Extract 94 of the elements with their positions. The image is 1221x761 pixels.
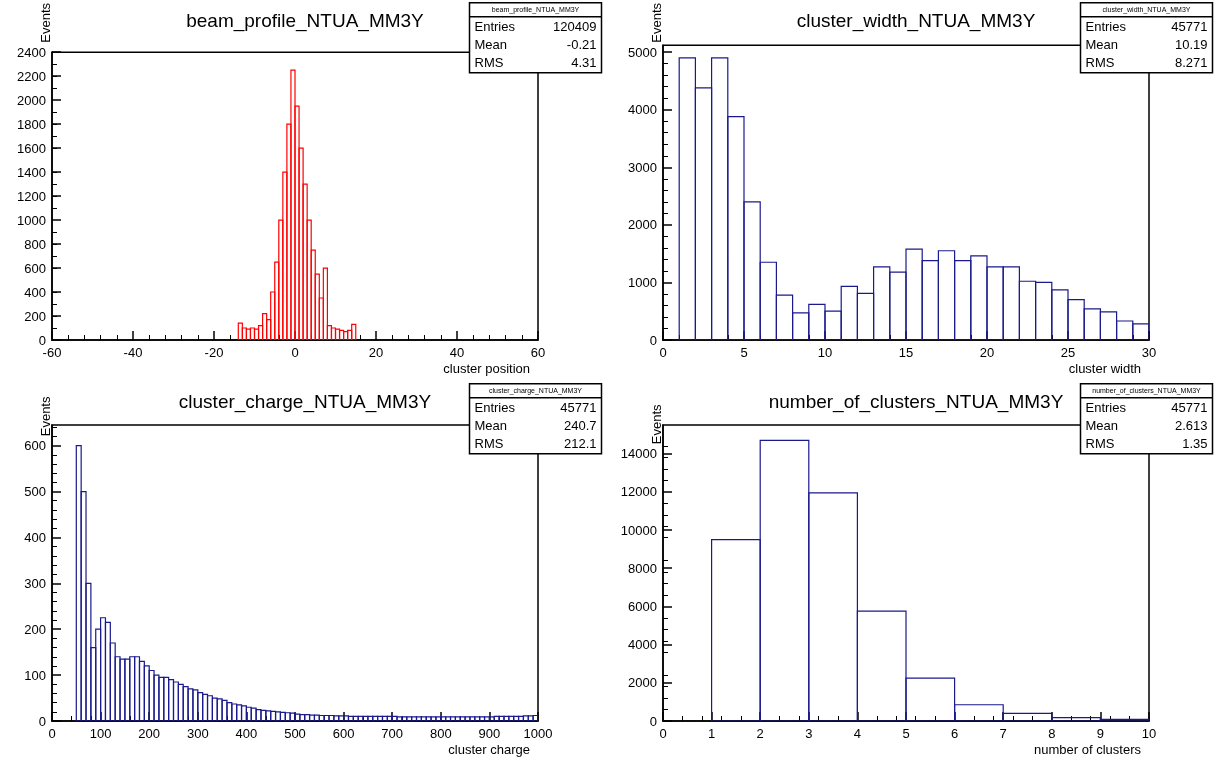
- y-tick-label: 2400: [17, 44, 46, 60]
- y-tick-label: 12000: [620, 484, 657, 500]
- y-tick-label: 1800: [17, 116, 46, 132]
- x-tick-label: 900: [478, 726, 501, 741]
- x-tick-label: 1000: [523, 726, 553, 741]
- x-tick-label: 6: [950, 726, 959, 741]
- text: Mean 240.7: [474, 417, 597, 433]
- x-axis-title: cluster width: [1068, 361, 1141, 376]
- x-tick-label: 200: [138, 726, 161, 741]
- y-tick-label: 0: [649, 332, 657, 348]
- x-tick-label: -60: [42, 345, 62, 360]
- x-tick-label: 700: [381, 726, 404, 741]
- y-tick-label: 300: [24, 575, 46, 591]
- x-tick-label: 15: [898, 345, 914, 360]
- y-axis-title: Events: [38, 2, 53, 43]
- y-tick-label: 0: [38, 332, 46, 348]
- x-axis-title: number of clusters: [1034, 742, 1142, 757]
- y-tick-label: 600: [24, 438, 46, 454]
- x-tick-label: 0: [659, 345, 667, 360]
- x-tick-label: 25: [1060, 345, 1076, 360]
- y-tick-label: 1000: [628, 274, 657, 290]
- y-tick-label: 1200: [17, 188, 46, 204]
- y-axis-title: Events: [649, 404, 664, 445]
- text: Entries 120409: [474, 18, 597, 34]
- y-tick-label: 400: [24, 529, 46, 545]
- x-axis-title: cluster charge: [448, 742, 530, 757]
- chart-title: beam_profile_NTUA_MM3Y: [186, 10, 425, 32]
- y-tick-label: 100: [24, 667, 46, 683]
- x-tick-label: -40: [123, 345, 143, 360]
- y-tick-label: 14000: [620, 446, 657, 462]
- y-tick-label: 200: [24, 621, 46, 637]
- x-tick-label: 100: [89, 726, 112, 741]
- x-tick-label: 300: [186, 726, 209, 741]
- x-tick-label: 4: [853, 726, 862, 741]
- x-tick-label: 3: [805, 726, 813, 741]
- text: Mean -0.21: [474, 36, 597, 52]
- x-tick-label: 5: [902, 726, 910, 741]
- x-tick-label: 7: [999, 726, 1007, 741]
- y-tick-label: 4000: [628, 637, 657, 653]
- y-tick-label: 6000: [628, 598, 657, 614]
- y-tick-label: 2200: [17, 68, 46, 84]
- y-tick-label: 5000: [628, 44, 657, 60]
- y-axis-title: Events: [38, 396, 53, 437]
- x-tick-label: 1: [707, 726, 716, 741]
- x-tick-label: 2: [756, 726, 764, 741]
- text: RMS 212.1: [474, 435, 597, 451]
- y-tick-label: 800: [24, 236, 46, 252]
- y-tick-label: 400: [24, 284, 46, 300]
- y-tick-label: 200: [24, 308, 46, 324]
- x-tick-label: 9: [1096, 726, 1105, 741]
- x-tick-label: 20: [368, 345, 384, 360]
- text: Entries 45771: [474, 399, 597, 415]
- text: RMS 8.271: [1085, 54, 1208, 70]
- y-tick-label: 4000: [628, 102, 657, 118]
- x-tick-label: 5: [740, 345, 748, 360]
- x-tick-label: -20: [204, 345, 224, 360]
- chart-title: cluster_charge_NTUA_MM3Y: [178, 391, 432, 413]
- x-tick-label: 400: [235, 726, 258, 741]
- chart-title: number_of_clusters_NTUA_MM3Y: [768, 391, 1064, 413]
- x-tick-label: 0: [48, 726, 56, 741]
- x-tick-label: 0: [291, 345, 299, 360]
- x-tick-label: 8: [1048, 726, 1056, 741]
- x-tick-label: 800: [429, 726, 452, 741]
- x-tick-label: 10: [817, 345, 833, 360]
- x-tick-label: 600: [332, 726, 355, 741]
- y-tick-label: 2000: [17, 92, 46, 108]
- x-tick-label: 30: [1141, 345, 1157, 360]
- x-axis-title: cluster position: [443, 361, 530, 376]
- y-tick-label: 3000: [628, 159, 657, 175]
- y-tick-label: 0: [649, 713, 657, 729]
- y-tick-label: 1000: [17, 212, 46, 228]
- x-tick-label: 500: [284, 726, 306, 741]
- chart-title: cluster_width_NTUA_MM3Y: [796, 10, 1036, 32]
- text: Mean 10.19: [1085, 36, 1208, 52]
- y-tick-label: 8000: [628, 560, 657, 576]
- x-tick-label: 60: [530, 345, 546, 360]
- text: Entries 45771: [1085, 18, 1208, 34]
- y-axis-title: Events: [649, 2, 664, 43]
- x-tick-label: 20: [979, 345, 995, 360]
- text: RMS 4.31: [474, 54, 597, 70]
- y-tick-label: 10000: [620, 522, 657, 538]
- x-tick-label: 40: [449, 345, 465, 360]
- y-tick-label: 2000: [628, 217, 657, 233]
- x-tick-label: 0: [659, 726, 667, 741]
- text: Entries 45771: [1085, 399, 1208, 415]
- y-tick-label: 1400: [17, 164, 46, 180]
- y-tick-label: 600: [24, 260, 46, 276]
- y-tick-label: 500: [24, 484, 46, 500]
- text: RMS 1.35: [1085, 435, 1208, 451]
- x-tick-label: 10: [1141, 726, 1157, 741]
- y-tick-label: 0: [38, 713, 46, 729]
- text: Mean 2.613: [1085, 417, 1208, 433]
- y-tick-label: 2000: [628, 675, 657, 691]
- y-tick-label: 1600: [17, 140, 46, 156]
